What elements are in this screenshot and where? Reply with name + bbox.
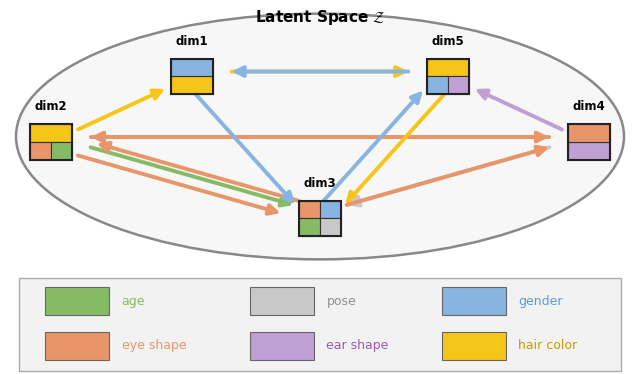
Bar xyxy=(442,287,506,315)
Bar xyxy=(428,59,468,76)
Text: dim5: dim5 xyxy=(431,35,465,48)
Text: ear shape: ear shape xyxy=(326,339,388,352)
Bar xyxy=(172,59,212,76)
Bar xyxy=(320,201,340,218)
Bar xyxy=(31,124,72,160)
Bar xyxy=(300,201,341,236)
Bar xyxy=(300,201,320,218)
Text: gender: gender xyxy=(518,295,563,308)
Bar xyxy=(250,287,314,315)
Text: hair color: hair color xyxy=(518,339,577,352)
Bar xyxy=(172,76,212,94)
Bar xyxy=(45,332,109,360)
Bar xyxy=(568,124,610,160)
Bar xyxy=(568,142,610,160)
Bar xyxy=(31,142,51,160)
Bar xyxy=(31,124,72,142)
Bar xyxy=(428,76,448,94)
Bar xyxy=(568,124,610,142)
Bar xyxy=(428,59,468,94)
Bar xyxy=(172,59,212,94)
Bar xyxy=(250,332,314,360)
Text: dim2: dim2 xyxy=(35,100,67,113)
Bar xyxy=(448,76,468,94)
Bar xyxy=(320,218,340,236)
Bar xyxy=(442,332,506,360)
Text: dim4: dim4 xyxy=(572,100,605,113)
Text: Latent Space $\mathcal{Z}$: Latent Space $\mathcal{Z}$ xyxy=(255,8,385,27)
Text: dim1: dim1 xyxy=(176,35,208,48)
Bar xyxy=(300,218,320,236)
Ellipse shape xyxy=(16,14,624,260)
Text: dim3: dim3 xyxy=(304,177,336,190)
Text: age: age xyxy=(122,295,145,308)
Bar xyxy=(45,287,109,315)
Text: eye shape: eye shape xyxy=(122,339,186,352)
Bar xyxy=(51,142,72,160)
Text: pose: pose xyxy=(326,295,356,308)
FancyBboxPatch shape xyxy=(19,278,621,371)
